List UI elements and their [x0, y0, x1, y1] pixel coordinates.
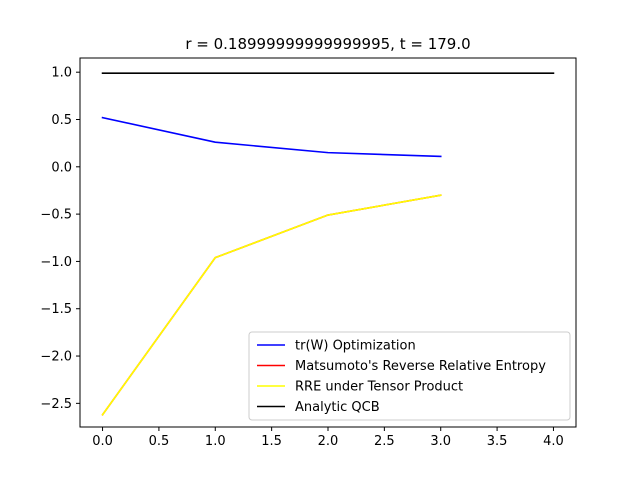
chart-title: r = 0.18999999999999995, t = 179.0: [185, 35, 470, 53]
x-tick-label: 1.5: [261, 434, 282, 449]
legend-label-1: tr(W) Optimization: [295, 339, 416, 354]
legend-label-3: RRE under Tensor Product: [295, 380, 463, 395]
y-tick-label: 0.0: [51, 160, 72, 175]
series-line-1: [101, 116, 442, 158]
plot-area: [101, 72, 555, 416]
y-tick-label: 0.5: [51, 113, 72, 128]
y-tick-label: −0.5: [40, 208, 72, 223]
legend-label-4: Analytic QCB: [295, 400, 380, 415]
y-tick-label: −1.0: [40, 255, 72, 270]
x-tick-label: 1.0: [205, 434, 226, 449]
y-tick-label: −2.0: [40, 350, 72, 365]
x-tick-label: 0.0: [92, 434, 113, 449]
y-tick-label: 1.0: [51, 66, 72, 81]
y-tick-label: −2.5: [40, 397, 72, 412]
legend-box: [248, 331, 571, 421]
x-tick-label: 0.5: [149, 434, 170, 449]
legend-label-2: Matsumoto's Reverse Relative Entropy: [295, 359, 546, 374]
y-tick-label: −1.5: [40, 302, 72, 317]
axes: 0.0 0.5 1.0 1.5 2.0 2.5 3.0 3.5 4.0 1.0 0.5 0.0 −0.5…: [40, 57, 577, 449]
x-tick-label: 3.0: [430, 434, 451, 449]
series-line-3: [101, 194, 442, 416]
x-tick-label: 3.5: [487, 434, 508, 449]
legend: tr(W) Optimization Matsumoto's Reverse Re…: [248, 331, 571, 421]
x-tick-label: 2.0: [318, 434, 339, 449]
x-tick-label: 2.5: [374, 434, 395, 449]
x-tick-label: 4.0: [543, 434, 564, 449]
